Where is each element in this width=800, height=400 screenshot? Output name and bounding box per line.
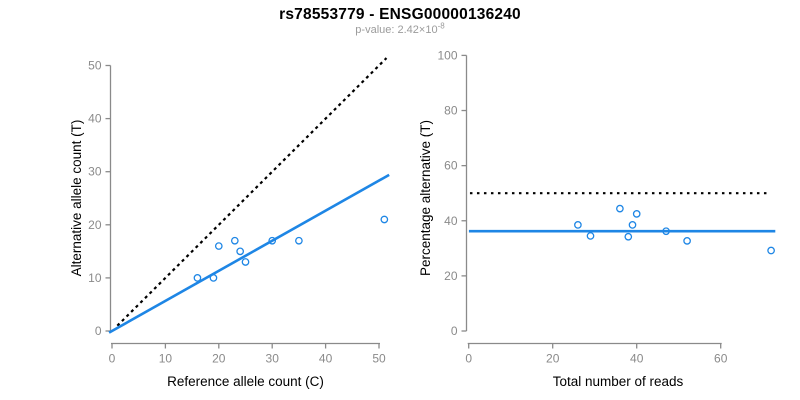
data-point (632, 210, 641, 218)
page-title: rs78553779 - ENSG00000136240 (279, 6, 521, 23)
data-point (624, 232, 633, 241)
y-tick-label: 100 (437, 48, 457, 62)
data-point (268, 236, 277, 245)
y-axis-title: Alternative allele count (T) (69, 120, 84, 277)
data-point (662, 227, 670, 236)
x-axis-title: Reference allele count (C) (167, 374, 324, 389)
p-value-label: p-value: 2.42×10 (355, 24, 438, 36)
data-point (574, 221, 582, 229)
x-tick-label: 0 (109, 352, 116, 366)
x-tick-label: 20 (212, 352, 226, 366)
fit-line (108, 173, 390, 334)
y-axis-title: Percentage alternative (T) (418, 120, 433, 276)
y-tick-label: 40 (88, 112, 102, 126)
x-tick-label: 20 (546, 352, 560, 366)
y-tick-label: 60 (444, 159, 458, 173)
y-tick-label: 50 (88, 59, 102, 73)
y-tick-label: 40 (444, 214, 458, 228)
x-tick-label: 30 (266, 352, 280, 366)
y-tick-label: 30 (88, 165, 102, 179)
y-tick-label: 20 (88, 218, 102, 232)
x-tick-label: 40 (319, 352, 333, 366)
data-point (230, 236, 239, 245)
right-plot: 0 20 40 60 80 100 0 20 40 60 Total number of reads… (418, 48, 776, 389)
left-plot: 0 10 20 30 40 50 0 10 20 30 40 50 Reference allele c… (69, 57, 390, 389)
x-tick-label: 50 (372, 352, 386, 366)
data-point (295, 236, 303, 245)
data-point (214, 242, 223, 250)
p-value-exponent: -8 (437, 21, 445, 31)
data-point (767, 246, 775, 255)
identity-line (116, 57, 388, 327)
data-point (209, 274, 218, 282)
x-axis-title: Total number of reads (553, 374, 684, 389)
x-tick-label: 10 (159, 352, 173, 366)
x-tick-label: 60 (714, 352, 728, 366)
y-tick-label: 0 (95, 324, 102, 338)
data-point (616, 204, 624, 213)
x-tick-label: 40 (630, 352, 644, 366)
data-point (628, 221, 637, 229)
data-point (380, 215, 389, 224)
y-tick-label: 0 (451, 324, 458, 338)
y-tick-label: 10 (88, 271, 102, 285)
data-point (193, 274, 202, 282)
data-point (683, 237, 691, 245)
subtitle: p-value: 2.42×10-8 (0, 21, 800, 36)
x-tick-label: 0 (465, 352, 472, 366)
data-point (586, 232, 595, 240)
data-point (241, 258, 250, 266)
y-tick-label: 20 (444, 269, 458, 283)
y-tick-label: 80 (444, 104, 458, 118)
data-point (236, 247, 245, 256)
